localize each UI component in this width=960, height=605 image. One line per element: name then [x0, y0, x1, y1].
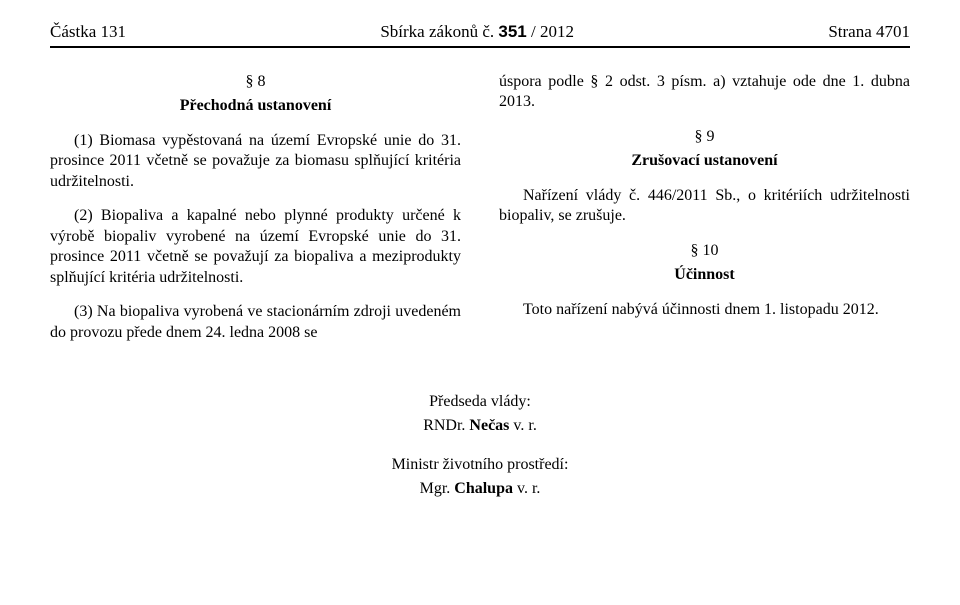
signature-role-minister: Ministr životního prostředí: [50, 454, 910, 476]
sig-pm-suffix: v. r. [509, 417, 536, 434]
signature-name-pm: RNDr. Nečas v. r. [50, 415, 910, 437]
section-8-para-3-continued: úspora podle § 2 odst. 3 písm. a) vztahu… [499, 72, 910, 113]
header-center-prefix: Sbírka zákonů č. [380, 22, 498, 41]
section-10-title: Účinnost [499, 265, 910, 285]
document-page: Částka 131 Sbírka zákonů č. 351 / 2012 S… [0, 0, 960, 500]
section-8-para-1: (1) Biomasa vypěstovaná na území Evropsk… [50, 131, 461, 192]
sig-pm-bold: Nečas [469, 417, 509, 434]
sig-pm-prefix: RNDr. [423, 417, 469, 434]
header-center-suffix: / 2012 [527, 22, 574, 41]
section-8-title: Přechodná ustanovení [50, 96, 461, 116]
section-9-title: Zrušovací ustanovení [499, 151, 910, 171]
sig-min-prefix: Mgr. [420, 480, 455, 497]
right-column: úspora podle § 2 odst. 3 písm. a) vztahu… [499, 72, 910, 343]
sig-min-suffix: v. r. [513, 480, 540, 497]
two-column-body: § 8 Přechodná ustanovení (1) Biomasa vyp… [50, 72, 910, 343]
header-rule [50, 46, 910, 48]
running-header: Částka 131 Sbírka zákonů č. 351 / 2012 S… [50, 22, 910, 46]
section-9-para: Nařízení vlády č. 446/2011 Sb., o kritér… [499, 186, 910, 227]
header-center: Sbírka zákonů č. 351 / 2012 [126, 22, 828, 42]
section-8-para-2: (2) Biopaliva a kapalné nebo plynné prod… [50, 206, 461, 288]
section-8-number: § 8 [50, 72, 461, 92]
header-center-number: 351 [498, 22, 526, 41]
section-8-para-3: (3) Na biopaliva vyrobená ve stacionární… [50, 302, 461, 343]
section-10-para: Toto nařízení nabývá účinnosti dnem 1. l… [499, 300, 910, 320]
header-left: Částka 131 [50, 22, 126, 42]
sig-min-bold: Chalupa [454, 480, 513, 497]
signature-role-pm: Předseda vlády: [50, 391, 910, 413]
signature-block: Předseda vlády: RNDr. Nečas v. r. Minist… [50, 391, 910, 499]
section-10-number: § 10 [499, 241, 910, 261]
header-right: Strana 4701 [828, 22, 910, 42]
signature-name-minister: Mgr. Chalupa v. r. [50, 478, 910, 500]
left-column: § 8 Přechodná ustanovení (1) Biomasa vyp… [50, 72, 461, 343]
section-9-number: § 9 [499, 127, 910, 147]
